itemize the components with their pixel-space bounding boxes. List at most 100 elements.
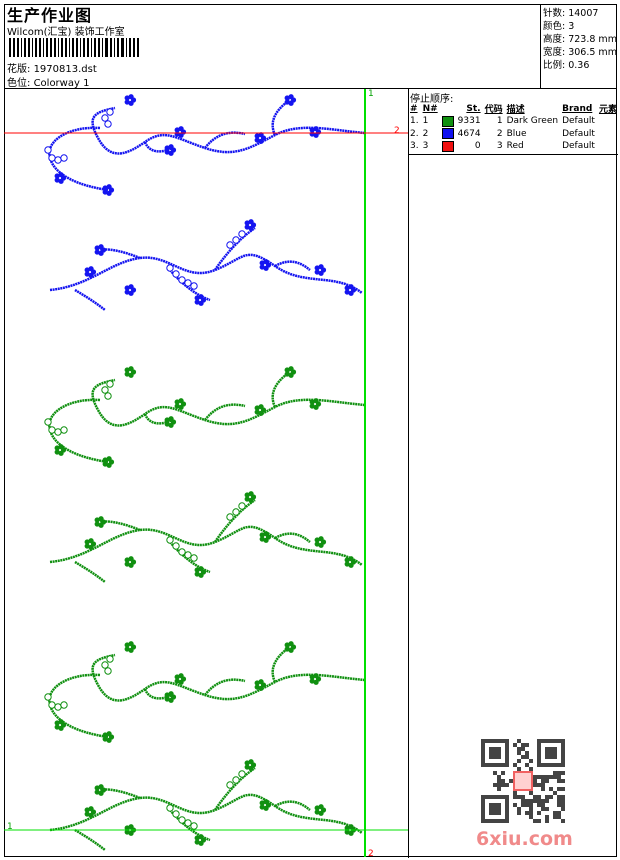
barcode-bar [38,38,42,57]
qr-module [529,811,533,815]
qr-module [537,819,541,823]
bead-circle [54,156,62,164]
flower-motif [244,491,257,503]
flower-motif [194,566,207,578]
qr-module [561,807,565,811]
barcode-bar [49,38,53,57]
qr-module [541,775,545,779]
stitches: 4674 [457,128,481,139]
bead-circle [60,426,68,434]
divider [540,4,541,89]
qr-module [561,819,565,823]
qr-module [529,815,533,819]
vine-stem [91,653,366,702]
qr-module [533,819,537,823]
qr-module [525,803,529,807]
qr-module [525,799,529,803]
design-scale: 比例: 0.36 [543,60,590,71]
flower-motif [344,556,357,568]
qr-module [517,767,521,771]
barcode-bar [94,38,96,57]
bead-circle [54,428,62,436]
stop-sequence-title: 停止顺序: [410,94,454,105]
bead-circle [104,120,112,128]
brand: Default [562,128,595,139]
flower-motif [259,799,272,811]
bead-circle [232,236,240,244]
flower-motif [174,398,187,410]
bead-circle [232,508,240,516]
color-swatch [441,128,457,141]
barcode [9,38,141,57]
row-num: 2. [410,128,419,139]
barcode-bar [133,38,135,57]
qr-module [525,811,529,815]
vine-stem [213,498,256,543]
flower-motif [102,184,115,196]
barcode-bar [101,38,104,57]
barcode-bar [61,38,64,57]
qr-module [561,795,565,799]
page-title: 生产作业图 [7,6,93,25]
divider [4,88,617,89]
barcode-bar [9,38,12,57]
barcode-bar [120,38,124,57]
qr-module [545,795,549,799]
bead-circle [238,230,246,238]
qr-module [509,779,513,783]
barcode-bar [105,38,108,57]
qr-module [561,799,565,803]
col-header: # [410,103,418,114]
vine-stem [49,525,363,566]
barcode-bar [43,38,45,57]
marker-label: 2 [394,126,400,136]
vine-stem [213,226,256,271]
qr-module [529,803,533,807]
qr-module [517,739,521,743]
flower-motif [164,691,177,703]
qr-module [521,803,525,807]
qr-module [557,815,561,819]
bead-circle [44,693,52,701]
qr-module [537,795,541,799]
qr-module [517,751,521,755]
bead-circle [238,770,246,778]
vine-stem [99,520,141,532]
barcode-bar [31,38,34,57]
stitches: 0 [474,141,481,152]
bead-circle [106,655,114,663]
qr-module [513,743,517,747]
qr-module [529,759,533,763]
qr-module [545,775,549,779]
qr-module [497,783,501,787]
vine-stem [74,288,106,311]
vine-stem [74,828,106,851]
design-height: 高度: 723.8 mm [543,34,617,45]
row-num: 1. [410,116,419,127]
vine-stem [74,560,106,583]
barcode-bar [129,38,132,57]
embroidery-vine [49,219,363,311]
design-value: 1970813.dst [33,64,97,75]
col-header: 描述 [506,105,525,115]
colorway: 色位: Colorway 1 [7,74,89,89]
barcode-bar [68,38,71,57]
bead-circle [54,703,62,711]
flower-motif [309,673,322,685]
flower-motif [259,531,272,543]
bead-circle [172,810,180,818]
qr-module [525,755,529,759]
qr-module [549,787,553,791]
qr-module [517,747,521,751]
flower-motif [284,641,297,653]
barcode-bar [65,38,67,57]
qr-module [541,803,545,807]
row-num: 3. [410,141,419,152]
qr-module [529,791,533,795]
bead-circle [48,426,56,434]
barcode-bar [46,38,48,57]
marker-label: 2 [368,849,374,859]
vine-stem [99,248,141,260]
col-header: St. [466,103,481,114]
